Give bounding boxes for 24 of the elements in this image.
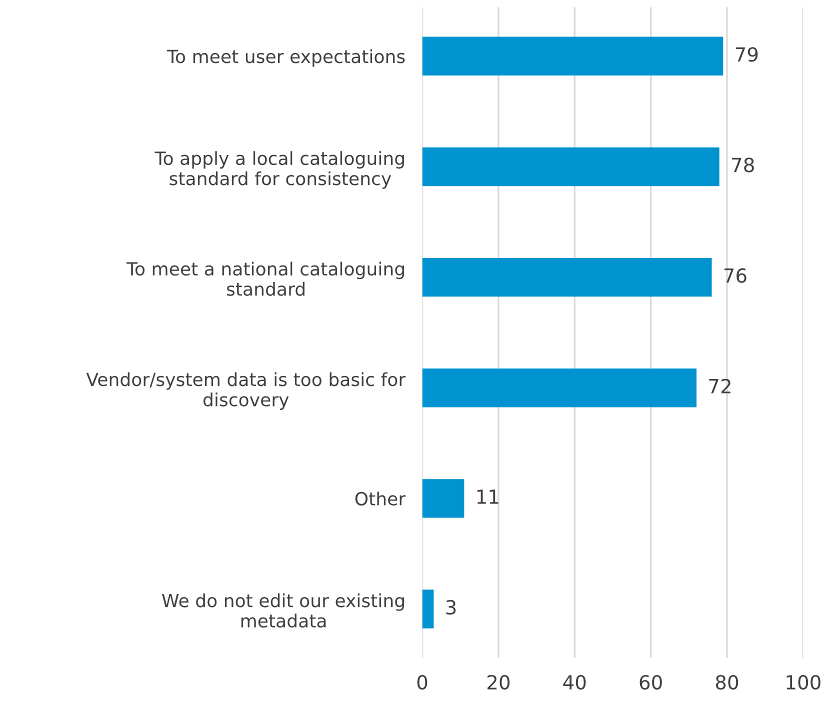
y-tick-label: To apply a local cataloguing standard for consistency — [154, 151, 404, 189]
bar — [422, 36, 724, 76]
data-label: 76 — [724, 268, 746, 283]
y-tick-label: Other — [355, 492, 406, 506]
x-tick-label: 20 — [488, 674, 510, 690]
x-tick-label: 60 — [640, 674, 662, 690]
data-label: 72 — [709, 378, 730, 394]
bar — [422, 147, 720, 186]
bar — [422, 258, 712, 297]
y-tick-label: To meet a national cataloguing standard — [126, 262, 404, 296]
x-tick-label: 0 — [417, 674, 428, 690]
data-label: 78 — [732, 158, 754, 172]
x-tick-label: 40 — [563, 674, 586, 690]
data-label: 11 — [477, 490, 498, 504]
x-tick-label: 80 — [716, 674, 738, 690]
y-tick-label: We do not edit our existing metadata — [162, 593, 404, 628]
bar — [422, 590, 434, 628]
bar — [422, 479, 464, 518]
y-tick-label: Vendor/system data is too basic for discovery — [86, 372, 406, 410]
data-label: 3 — [446, 600, 456, 615]
y-tick-label: To meet user expectations — [166, 49, 405, 67]
data-label: 79 — [736, 47, 758, 62]
x-tick-label: 100 — [786, 674, 820, 690]
bar — [422, 368, 697, 408]
